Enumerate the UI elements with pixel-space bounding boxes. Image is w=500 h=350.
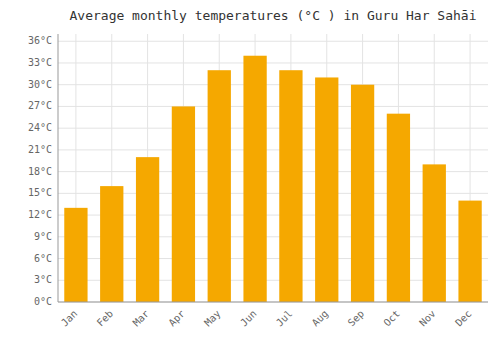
- y-tick-label: 0°C: [34, 296, 52, 307]
- y-grid-line: [58, 128, 488, 129]
- chart: 0°C 3°C 6°C 9°C 12°C 15°C 18°C 21°C 24°C 27°C 30°C…: [0, 0, 500, 350]
- x-tick-label: May: [202, 308, 223, 329]
- y-axis-line: [58, 34, 59, 302]
- bar: [423, 164, 446, 302]
- bar: [172, 106, 195, 302]
- y-tick-label: 6°C: [34, 253, 52, 264]
- y-grid-line: [58, 302, 488, 303]
- bar: [458, 201, 481, 302]
- y-tick-label: 18°C: [28, 166, 52, 177]
- y-grid-line: [58, 41, 488, 42]
- x-tick-label: Jan: [59, 308, 80, 329]
- y-tick-label: 15°C: [28, 187, 52, 198]
- x-tick-label: Mar: [131, 308, 152, 329]
- y-grid-line: [58, 84, 488, 85]
- y-tick-label: 12°C: [28, 209, 52, 220]
- grid: [58, 34, 488, 302]
- y-tick-label: 33°C: [28, 57, 52, 68]
- y-tick-label: 3°C: [34, 274, 52, 285]
- bar: [315, 77, 338, 302]
- y-tick-label: 30°C: [28, 79, 52, 90]
- x-axis-line: [58, 302, 488, 303]
- chart-container: 0°C 3°C 6°C 9°C 12°C 15°C 18°C 21°C 24°C 27°C 30°C…: [0, 0, 500, 350]
- bar: [243, 56, 266, 302]
- y-grid-line: [58, 62, 488, 63]
- y-grid-line: [58, 106, 488, 107]
- y-tick-label: 9°C: [34, 231, 52, 242]
- bars: [64, 56, 481, 302]
- y-tick-label: 21°C: [28, 144, 52, 155]
- x-tick-label: Dec: [453, 308, 474, 329]
- x-tick-label: Feb: [95, 308, 116, 329]
- x-tick-label: Jun: [238, 308, 259, 329]
- title: Average monthly temperatures (°C ) in Gu…: [70, 8, 477, 23]
- x-tick-label: Jul: [274, 308, 295, 329]
- y-tick-label: 27°C: [28, 100, 52, 111]
- x-tick-label: Aug: [310, 308, 331, 329]
- axes: 0°C 3°C 6°C 9°C 12°C 15°C 18°C 21°C 24°C 27°C 30°C…: [28, 34, 488, 328]
- bar: [279, 70, 302, 302]
- bar: [136, 157, 159, 302]
- y-grid-line: [58, 149, 488, 150]
- x-tick-label: Sep: [346, 308, 367, 329]
- x-tick-label: Oct: [381, 308, 402, 329]
- x-tick-label: Nov: [417, 308, 438, 329]
- y-tick-label: 36°C: [28, 35, 52, 46]
- bar: [64, 208, 87, 302]
- bar: [100, 186, 123, 302]
- bar: [387, 114, 410, 302]
- bar: [351, 85, 374, 302]
- y-tick-label: 24°C: [28, 122, 52, 133]
- x-tick-label: Apr: [166, 308, 187, 329]
- bar: [208, 70, 231, 302]
